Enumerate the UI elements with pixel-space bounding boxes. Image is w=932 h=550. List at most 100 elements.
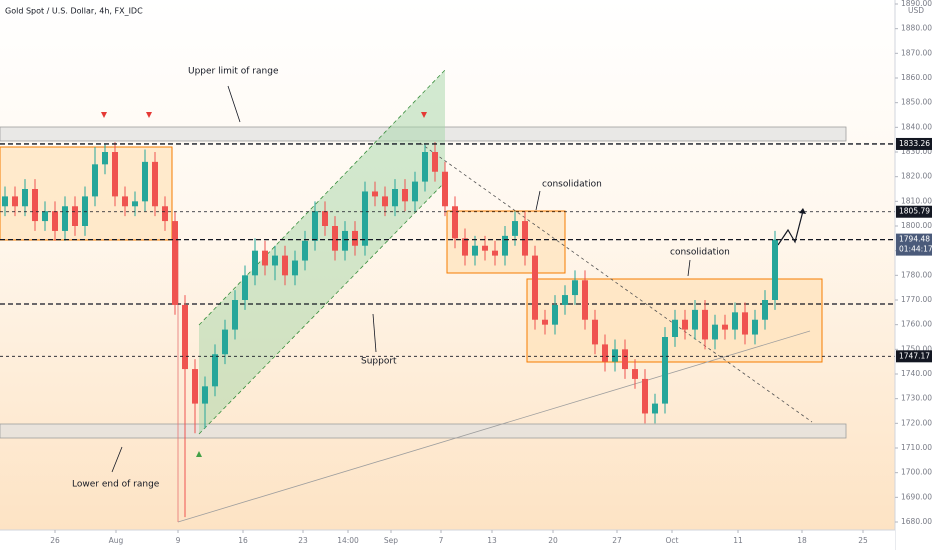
candle-body (42, 211, 48, 222)
x-tick-label: 11 (733, 536, 743, 545)
candle-body (242, 275, 248, 300)
candle-body (2, 196, 8, 207)
trend-line (177, 330, 811, 523)
y-tick-label: 1890.00 (901, 0, 932, 8)
candle-body (362, 191, 368, 246)
candle-body (102, 152, 108, 165)
candle-body (442, 171, 448, 207)
candle-body (662, 337, 668, 404)
candle-body (472, 245, 478, 256)
candle-body (632, 369, 638, 379)
y-tick-label: 1830.00 (901, 147, 932, 156)
y-tick-label: 1680.00 (901, 517, 932, 526)
y-tick-label: 1720.00 (901, 418, 932, 427)
candle-body (752, 319, 758, 335)
candle-body (252, 250, 258, 276)
x-tick-label: 27 (612, 536, 622, 545)
candle-body (572, 280, 578, 296)
candle-body (552, 304, 558, 325)
candle-body (122, 196, 128, 207)
header: Gold Spot / U.S. Dollar, 4h, FX_IDC (5, 7, 143, 16)
callout-arrow (535, 190, 541, 211)
price-axis (895, 0, 932, 530)
candle-body (22, 189, 28, 207)
y-tick-label: 1780.00 (901, 270, 932, 279)
candle-body (682, 319, 688, 330)
candle-body (232, 300, 238, 330)
candle-body (282, 255, 288, 276)
candle-body (372, 191, 378, 197)
y-tick-label: 1750.00 (901, 344, 932, 353)
y-tick-label: 1850.00 (901, 98, 932, 107)
x-tick-label: Sep (384, 536, 398, 545)
candle-body (772, 239, 778, 300)
callout-arrow (227, 85, 241, 123)
signal-arrow-up (196, 451, 202, 457)
price-tag-label: 1805.79 (899, 207, 930, 216)
candle-body (722, 324, 728, 330)
price-tag (896, 205, 932, 218)
candle-body (172, 221, 178, 305)
x-tick-label: 9 (176, 536, 181, 545)
y-tick-label: 1690.00 (901, 492, 932, 501)
candle-body (332, 226, 338, 251)
candle-body (52, 211, 58, 231)
channel-line (198, 181, 446, 435)
candles (0, 142, 895, 518)
candle-body (322, 211, 328, 226)
price-tag (896, 137, 932, 150)
x-tick-label: 23 (298, 536, 308, 545)
x-tick-label: 14:00 (337, 536, 359, 545)
candle-body (92, 164, 98, 197)
candle-body (292, 260, 298, 276)
candle-body (432, 152, 438, 172)
candle-body (142, 161, 148, 202)
candle-body (412, 181, 418, 202)
time-axis (0, 530, 895, 550)
callout-arrow (687, 259, 691, 277)
annotation: Lower end of range (72, 480, 160, 490)
candle-body (112, 152, 118, 197)
y-tick-label: 1700.00 (901, 468, 932, 477)
candle-body (402, 189, 408, 202)
price-tag-label: 1833.26 (899, 139, 930, 148)
price-tag-label: 1794.48 (899, 235, 930, 244)
y-tick-label: 1770.00 (901, 295, 932, 304)
candle-body (312, 211, 318, 241)
callout-arrow (111, 446, 123, 473)
candle-body (702, 309, 708, 340)
candle-body (82, 196, 88, 226)
y-tick-label: 1810.00 (901, 196, 932, 205)
countdown: 01:44:17 (899, 245, 932, 254)
candle-body (272, 255, 278, 266)
signal-arrow-down (146, 112, 152, 118)
candle-body (302, 240, 308, 261)
candle-body (202, 386, 208, 404)
candle-body (62, 206, 68, 231)
candle-body (582, 280, 588, 320)
annotation: Support (361, 357, 397, 367)
candle-body (182, 304, 188, 370)
x-tick-label: 7 (439, 536, 444, 545)
candle-body (12, 196, 18, 207)
y-tick-label: 1860.00 (901, 73, 932, 82)
candle-body (422, 152, 428, 182)
trend-line (419, 142, 813, 423)
candle-body (342, 230, 348, 251)
callout-arrow (372, 313, 377, 353)
annotation: consolidation (542, 180, 602, 190)
candle-body (72, 206, 78, 226)
candle-body (742, 312, 748, 335)
x-tick-label: 25 (858, 536, 868, 545)
price-tag (896, 233, 932, 256)
projection-arrow (799, 208, 806, 214)
y-tick-label: 1740.00 (901, 369, 932, 378)
channel-line (198, 69, 446, 326)
candle-body (492, 250, 498, 256)
candle-body (132, 201, 138, 207)
candle-body (562, 295, 568, 305)
candle-body (32, 189, 38, 222)
candle-body (532, 255, 538, 320)
candle-body (592, 319, 598, 345)
candle-body (352, 230, 358, 246)
